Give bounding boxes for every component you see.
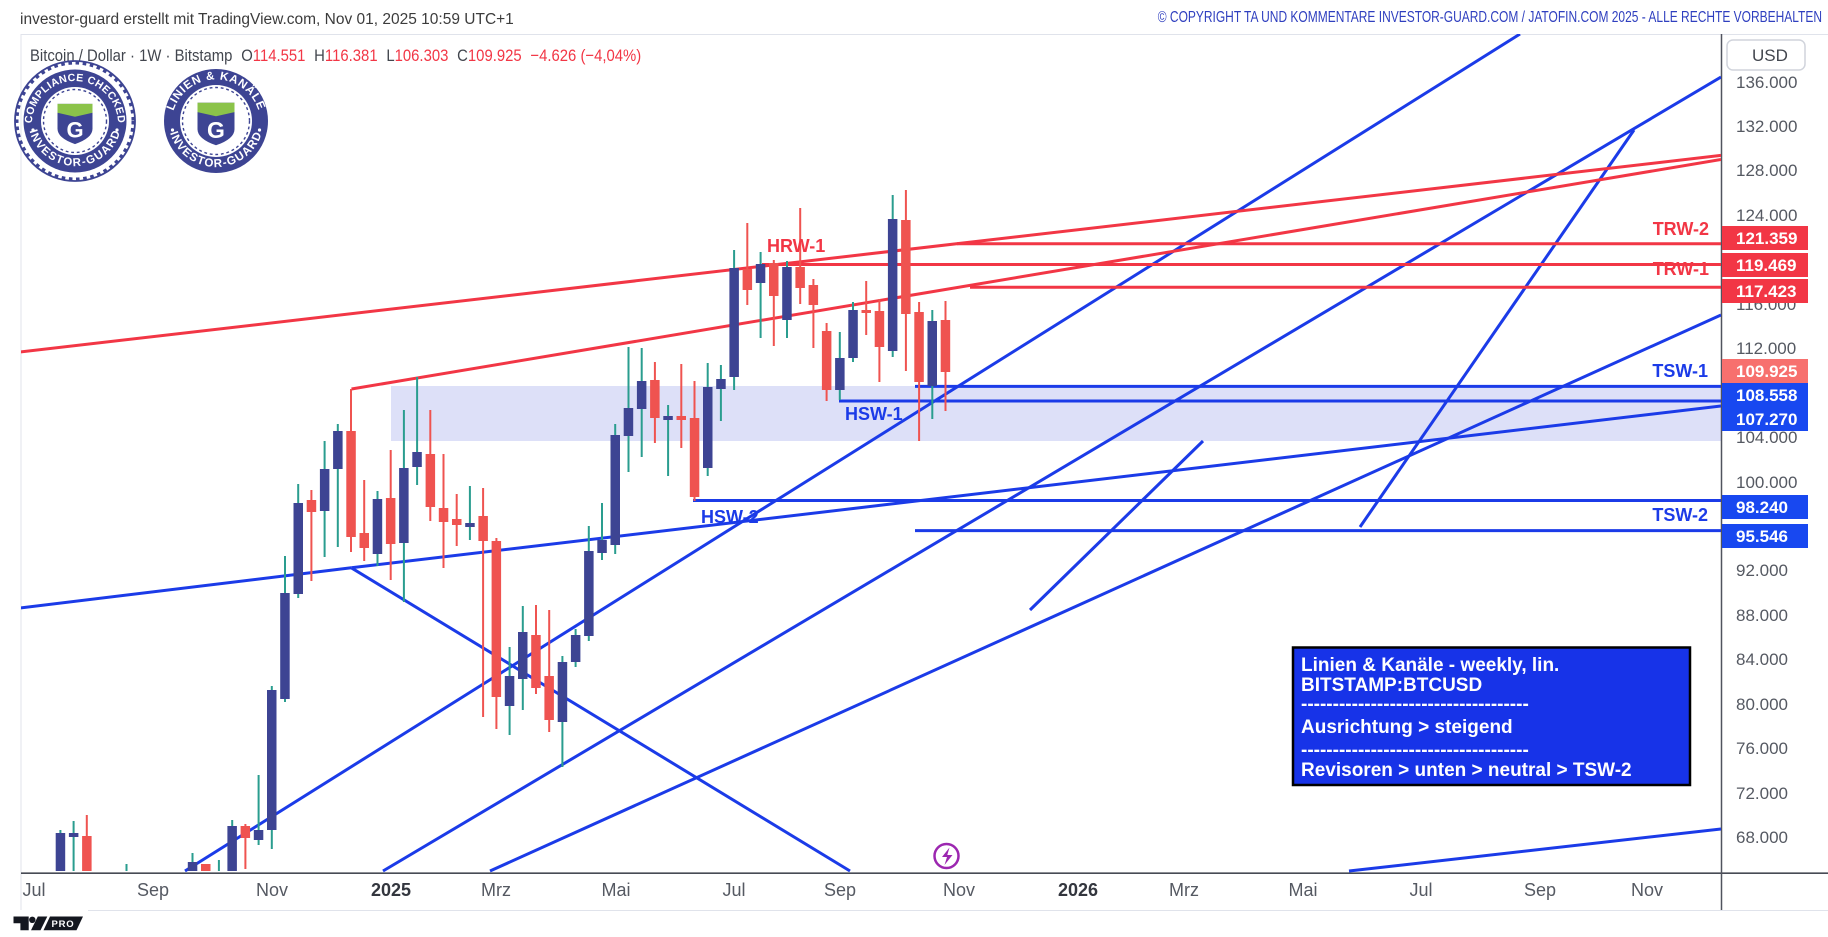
svg-text:TSW-2: TSW-2: [1652, 505, 1708, 525]
svg-text:Jul: Jul: [22, 880, 45, 900]
svg-text:Nov: Nov: [256, 880, 288, 900]
svg-text:Jul: Jul: [1409, 880, 1432, 900]
svg-text:G: G: [66, 117, 83, 142]
svg-text:98.240: 98.240: [1736, 498, 1788, 517]
svg-text:72.000: 72.000: [1736, 784, 1788, 803]
svg-text:80.000: 80.000: [1736, 695, 1788, 714]
svg-text:Sep: Sep: [137, 880, 169, 900]
svg-text:109.925: 109.925: [1736, 362, 1797, 381]
svg-text:HSW-2: HSW-2: [701, 507, 759, 527]
svg-text:TSW-1: TSW-1: [1652, 361, 1708, 381]
svg-text:USD: USD: [1752, 46, 1788, 65]
svg-text:Mrz: Mrz: [481, 880, 511, 900]
svg-text:TRW-2: TRW-2: [1653, 219, 1709, 239]
svg-text:2026: 2026: [1058, 880, 1098, 900]
svg-text:© COPYRIGHT TA UND KOMMENTARE: © COPYRIGHT TA UND KOMMENTARE INVESTOR-G…: [1158, 7, 1822, 25]
svg-text:Sep: Sep: [1524, 880, 1556, 900]
svg-text:84.000: 84.000: [1736, 650, 1788, 669]
svg-text:2025: 2025: [371, 880, 411, 900]
svg-text:Mai: Mai: [1288, 880, 1317, 900]
svg-text:investor-guard erstellt mit Tr: investor-guard erstellt mit TradingView.…: [20, 11, 514, 28]
svg-text:G: G: [207, 117, 225, 143]
svg-text:117.423: 117.423: [1736, 282, 1797, 301]
svg-text:119.469: 119.469: [1736, 256, 1797, 275]
svg-text:Bitcoin / Dollar · 1W · Bitsta: Bitcoin / Dollar · 1W · Bitstamp O114.551…: [30, 47, 641, 65]
svg-text:107.270: 107.270: [1736, 410, 1797, 429]
svg-text:132.000: 132.000: [1736, 117, 1797, 136]
svg-text:121.359: 121.359: [1736, 229, 1797, 248]
svg-text:Nov: Nov: [1631, 880, 1663, 900]
svg-text:PRO: PRO: [52, 919, 75, 930]
svg-text:Sep: Sep: [824, 880, 856, 900]
svg-text:Revisoren > unten > neutral >: Revisoren > unten > neutral > TSW-2: [1301, 760, 1632, 781]
svg-text:136.000: 136.000: [1736, 73, 1797, 92]
svg-text:------------------------------: ------------------------------------: [1301, 694, 1529, 715]
svg-text:92.000: 92.000: [1736, 561, 1788, 580]
svg-text:Ausrichtung > steigend: Ausrichtung > steigend: [1301, 717, 1513, 738]
svg-text:124.000: 124.000: [1736, 206, 1797, 225]
svg-text:88.000: 88.000: [1736, 606, 1788, 625]
svg-text:Mrz: Mrz: [1169, 880, 1199, 900]
svg-text:Jul: Jul: [722, 880, 745, 900]
svg-text:Linien & Kanäle - weekly, lin.: Linien & Kanäle - weekly, lin.: [1301, 655, 1559, 676]
svg-text:104.000: 104.000: [1736, 428, 1797, 447]
svg-text:68.000: 68.000: [1736, 828, 1788, 847]
svg-text:TRW-1: TRW-1: [1653, 259, 1709, 279]
svg-text:100.000: 100.000: [1736, 473, 1797, 492]
svg-text:112.000: 112.000: [1736, 339, 1796, 358]
svg-text:Nov: Nov: [943, 880, 975, 900]
svg-text:HRW-1: HRW-1: [767, 236, 825, 256]
svg-text:95.546: 95.546: [1736, 527, 1788, 546]
svg-text:76.000: 76.000: [1736, 739, 1788, 758]
svg-text:128.000: 128.000: [1736, 161, 1797, 180]
svg-text:------------------------------: ------------------------------------: [1301, 740, 1529, 761]
svg-text:HSW-1: HSW-1: [845, 404, 903, 424]
svg-text:Mai: Mai: [601, 880, 630, 900]
svg-text:108.558: 108.558: [1736, 386, 1797, 405]
svg-text:BITSTAMP:BTCUSD: BITSTAMP:BTCUSD: [1301, 675, 1482, 696]
